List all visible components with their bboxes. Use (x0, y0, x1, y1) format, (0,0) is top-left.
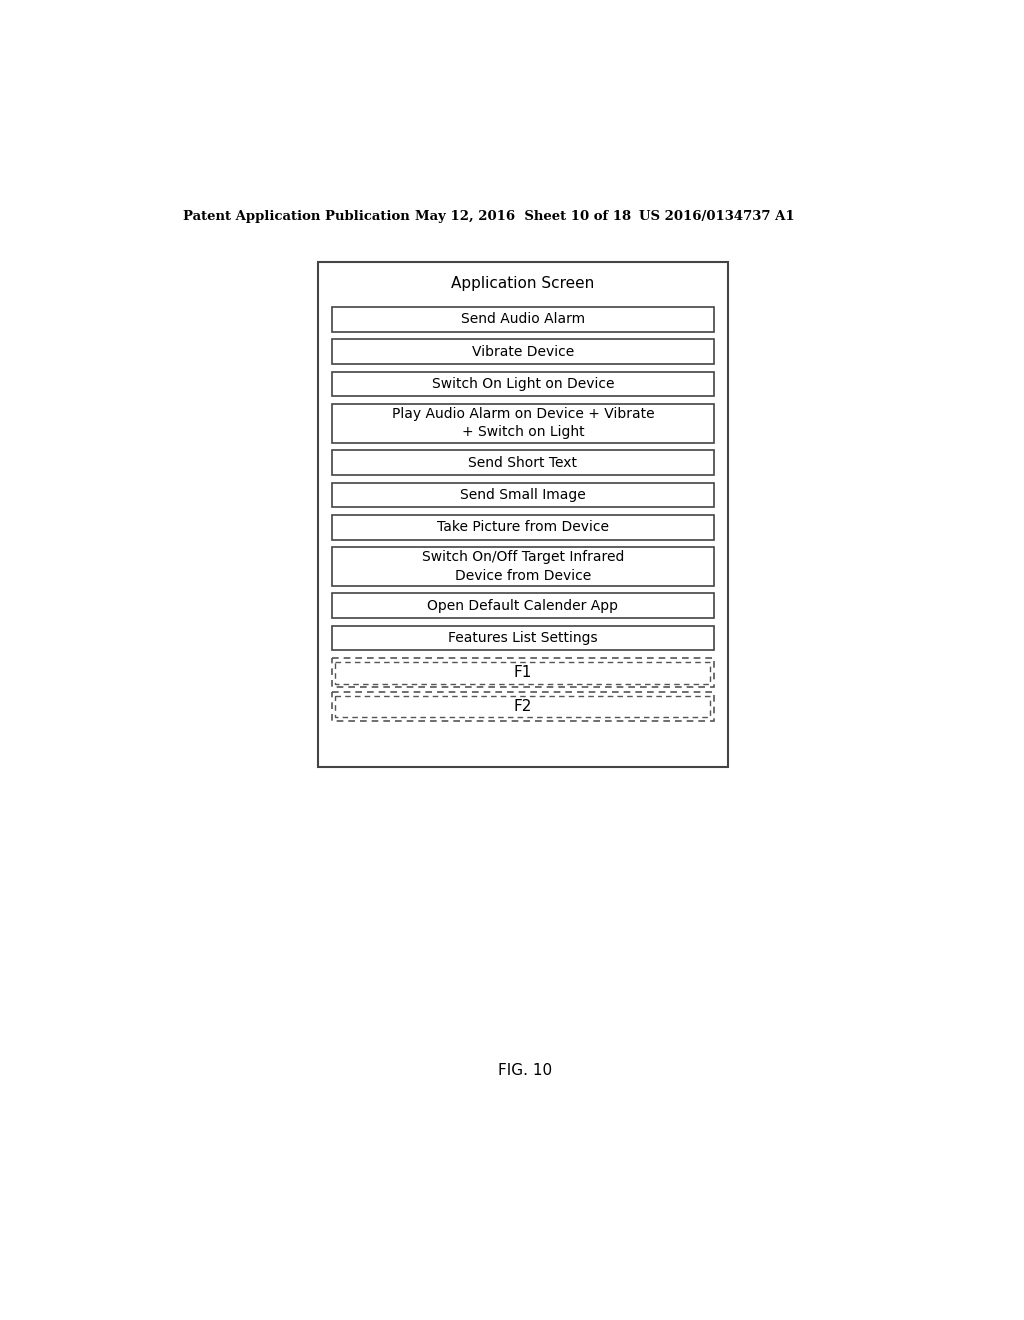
Text: Send Audio Alarm: Send Audio Alarm (461, 313, 585, 326)
Text: Vibrate Device: Vibrate Device (472, 345, 574, 359)
Bar (332, 372, 714, 396)
Text: Open Default Calender App: Open Default Calender App (427, 599, 618, 612)
Text: Patent Application Publication: Patent Application Publication (183, 210, 410, 223)
Text: F1: F1 (514, 665, 532, 680)
Text: FIG. 10: FIG. 10 (498, 1064, 552, 1078)
Bar (332, 308, 714, 331)
Text: Send Small Image: Send Small Image (460, 488, 586, 502)
Text: Take Picture from Device: Take Picture from Device (437, 520, 609, 535)
Bar (332, 450, 714, 475)
Bar (332, 594, 714, 618)
Text: F2: F2 (514, 700, 532, 714)
Bar (332, 404, 714, 442)
Bar (332, 483, 714, 507)
Bar (332, 692, 714, 721)
Bar (332, 548, 714, 586)
Text: Features List Settings: Features List Settings (449, 631, 598, 645)
Text: Application Screen: Application Screen (452, 276, 595, 292)
Text: Switch On/Off Target Infrared
Device from Device: Switch On/Off Target Infrared Device fro… (422, 550, 624, 582)
Bar (332, 339, 714, 364)
Bar (332, 626, 714, 651)
Text: Play Audio Alarm on Device + Vibrate
+ Switch on Light: Play Audio Alarm on Device + Vibrate + S… (391, 407, 654, 440)
Bar (336, 663, 711, 684)
Text: US 2016/0134737 A1: US 2016/0134737 A1 (639, 210, 795, 223)
Text: Switch On Light on Device: Switch On Light on Device (432, 378, 614, 391)
Bar (317, 263, 728, 767)
Text: May 12, 2016  Sheet 10 of 18: May 12, 2016 Sheet 10 of 18 (416, 210, 632, 223)
Bar (332, 515, 714, 540)
Bar (336, 696, 711, 718)
Text: Send Short Text: Send Short Text (468, 455, 578, 470)
Bar (332, 659, 714, 688)
